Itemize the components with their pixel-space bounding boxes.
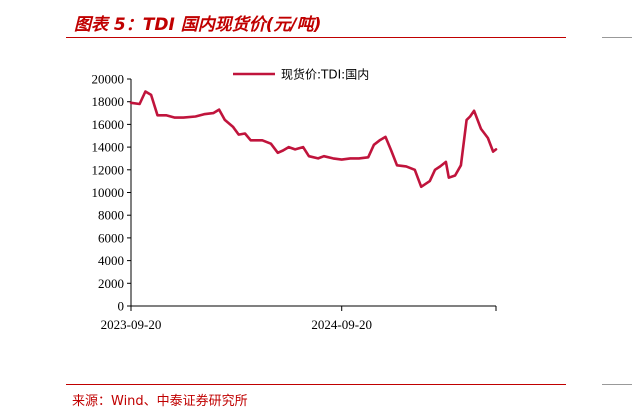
- source-note: 来源：Wind、中泰证券研究所: [72, 394, 248, 409]
- y-tick-label: 0: [118, 299, 125, 314]
- y-tick-label: 8000: [98, 208, 124, 223]
- legend-label: 现货价:TDI:国内: [281, 67, 369, 82]
- y-tick-label: 12000: [92, 162, 125, 177]
- series-line: [129, 90, 498, 189]
- y-tick-label: 14000: [92, 140, 125, 155]
- adjacent-panel-edge: [602, 37, 632, 38]
- y-tick-label: 18000: [92, 94, 125, 109]
- title-divider: [66, 37, 566, 38]
- chart-title: 图表 5：TDI 国内现货价(元/吨): [74, 15, 322, 35]
- y-tick-label: 10000: [92, 185, 125, 200]
- y-tick-label: 2000: [98, 276, 124, 291]
- x-tick-label: 2023-09-20: [101, 317, 162, 332]
- source-divider: [66, 384, 566, 385]
- adjacent-panel-edge-bottom: [602, 384, 632, 385]
- y-tick-label: 20000: [92, 72, 125, 87]
- y-tick-label: 6000: [98, 230, 124, 245]
- y-tick-label: 16000: [92, 117, 125, 132]
- y-tick-label: 4000: [98, 253, 124, 268]
- x-tick-label: 2024-09-20: [311, 317, 372, 332]
